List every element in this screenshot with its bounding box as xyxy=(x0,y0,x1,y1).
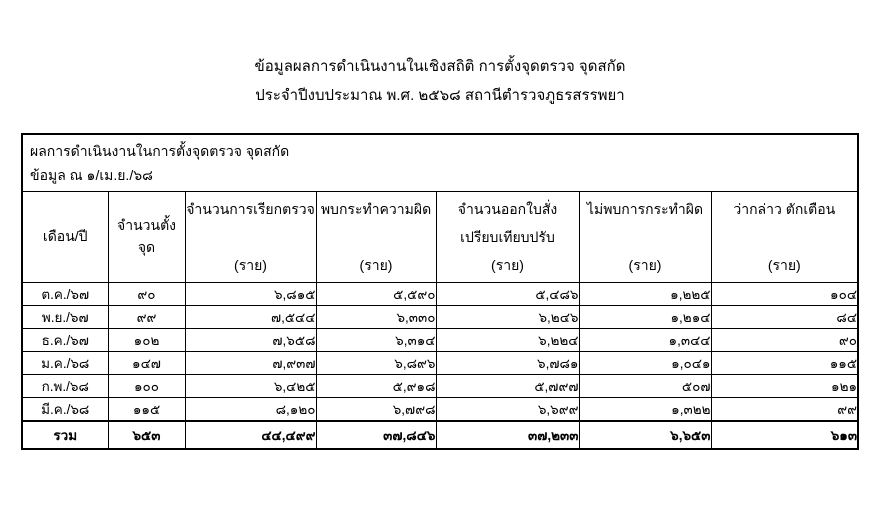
value-cell: ๘๔ xyxy=(710,304,859,329)
col-header-offense-found-label: พบกระทำความผิด xyxy=(320,200,432,217)
value-cell: ๖,๘๙๖ xyxy=(315,350,437,375)
value-cell: ๙๐ xyxy=(107,281,186,306)
col-header-inspections-label: จำนวนการเรียกตรวจ xyxy=(186,200,315,217)
value-cell: ๑,๐๔๑ xyxy=(578,350,712,375)
value-cell: ๖,๔๒๕ xyxy=(184,373,317,398)
value-cell: ๖,๓๑๔ xyxy=(315,327,437,352)
table-row: ม.ค./๖๘ ๑๔๗ ๗,๙๓๗ ๖,๘๙๖ ๖,๗๘๑ ๑,๐๔๑ ๑๑๕ xyxy=(21,350,859,375)
value-cell: ๑๑๕ xyxy=(710,350,859,375)
table-row: ต.ค./๖๗ ๙๐ ๖,๘๑๕ ๕,๕๙๐ ๕,๔๘๖ ๑,๒๒๕ ๑๐๔ xyxy=(21,281,859,306)
value-cell: ๗,๖๕๘ xyxy=(184,327,317,352)
value-cell: ๑,๓๔๔ xyxy=(578,327,712,352)
col-header-tickets-issued-label2: เปรียบเทียบปรับ xyxy=(460,228,555,245)
value-cell: ๑๒๑ xyxy=(710,373,859,398)
value-cell: ๙๙ xyxy=(107,304,186,329)
total-value-cell: ๓๗,๘๔๖ xyxy=(315,419,437,449)
value-cell: ๖,๓๓๐ xyxy=(315,304,437,329)
value-cell: ๑๐๔ xyxy=(710,281,859,306)
total-value-cell: ๔๔,๔๙๙ xyxy=(184,419,317,449)
col-header-checkpoints-label: จำนวนตั้งจุด xyxy=(117,216,176,255)
col-header-warnings-label: ว่ากล่าว ตักเตือน xyxy=(733,200,836,217)
value-cell: ๙๐ xyxy=(710,327,859,352)
value-cell: ๘,๑๒๐ xyxy=(184,396,317,421)
value-cell: ๕,๔๘๖ xyxy=(435,281,580,306)
value-cell: ๑๔๗ xyxy=(107,350,186,375)
col-header-offense-found: พบกระทำความผิด (ราย) xyxy=(315,190,437,283)
total-value-cell: ๖๑๓ xyxy=(710,419,859,449)
col-header-month-year-label: เดือน/ปี xyxy=(42,227,88,244)
month-cell: ธ.ค./๖๗ xyxy=(21,327,109,352)
document-title: ข้อมูลผลการดำเนินงานในเชิงสถิติ การตั้งจ… xyxy=(0,52,880,110)
table-header-row: เดือน/ปี จำนวนตั้งจุด จำนวนการเรียกตรวจ … xyxy=(21,190,859,283)
table-row: มี.ค./๖๘ ๑๑๕ ๘,๑๒๐ ๖,๗๙๘ ๖,๖๙๙ ๑,๓๒๒ ๙๙ xyxy=(21,396,859,421)
value-cell: ๕,๕๙๐ xyxy=(315,281,437,306)
value-cell: ๖,๗๙๘ xyxy=(315,396,437,421)
document-title-line1: ข้อมูลผลการดำเนินงานในเชิงสถิติ การตั้งจ… xyxy=(254,58,626,75)
value-cell: ๖,๗๘๑ xyxy=(435,350,580,375)
value-cell: ๑๐๒ xyxy=(107,327,186,352)
value-cell: ๖,๒๒๔ xyxy=(435,327,580,352)
col-header-tickets-issued: จำนวนออกใบสั่ง เปรียบเทียบปรับ (ราย) xyxy=(435,190,580,283)
col-header-warnings-unit: (ราย) xyxy=(767,256,801,273)
col-header-month-year: เดือน/ปี xyxy=(21,190,109,283)
value-cell: ๖,๘๑๕ xyxy=(184,281,317,306)
total-value-cell: ๓๗,๒๓๓ xyxy=(435,419,580,449)
checkpoint-statistics-table: ผลการดำเนินงานในการตั้งจุดตรวจ จุดสกัด ข… xyxy=(21,133,860,450)
table-row: ธ.ค./๖๗ ๑๐๒ ๗,๖๕๘ ๖,๓๑๔ ๖,๒๒๔ ๑,๓๔๔ ๙๐ xyxy=(21,327,859,352)
col-header-warnings: ว่ากล่าว ตักเตือน (ราย) xyxy=(710,190,859,283)
table-caption-row: ผลการดำเนินงานในการตั้งจุดตรวจ จุดสกัด ข… xyxy=(21,133,859,192)
table-row: ก.พ./๖๘ ๑๐๐ ๖,๔๒๕ ๕,๙๑๘ ๕,๗๙๗ ๕๐๗ ๑๒๑ xyxy=(21,373,859,398)
value-cell: ๑,๓๒๒ xyxy=(578,396,712,421)
month-cell: ก.พ./๖๘ xyxy=(21,373,109,398)
col-header-tickets-issued-unit: (ราย) xyxy=(491,256,524,273)
table-asof-date: ข้อมูล ณ ๑/เม.ย./๖๘ xyxy=(30,166,153,183)
col-header-no-offense: ไม่พบการกระทำผิด (ราย) xyxy=(578,190,712,283)
total-label-cell: รวม xyxy=(21,419,109,449)
col-header-checkpoints: จำนวนตั้งจุด xyxy=(107,190,186,283)
value-cell: ๖,๒๔๖ xyxy=(435,304,580,329)
total-value-cell: ๖๕๓ xyxy=(107,419,186,449)
month-cell: ม.ค./๖๘ xyxy=(21,350,109,375)
value-cell: ๑๐๐ xyxy=(107,373,186,398)
value-cell: ๑๑๕ xyxy=(107,396,186,421)
value-cell: ๖,๖๙๙ xyxy=(435,396,580,421)
month-cell: ต.ค./๖๗ xyxy=(21,281,109,306)
month-cell: พ.ย./๖๗ xyxy=(21,304,109,329)
value-cell: ๗,๕๔๔ xyxy=(184,304,317,329)
value-cell: ๙๙ xyxy=(710,396,859,421)
document-title-line2: ประจำปีงบประมาณ พ.ศ. ๒๕๖๘ สถานีตำรวจภูธร… xyxy=(255,87,625,104)
table-caption-cell: ผลการดำเนินงานในการตั้งจุดตรวจ จุดสกัด ข… xyxy=(21,133,859,192)
table-caption: ผลการดำเนินงานในการตั้งจุดตรวจ จุดสกัด xyxy=(30,142,290,159)
col-header-offense-found-unit: (ราย) xyxy=(359,256,393,273)
col-header-tickets-issued-label1: จำนวนออกใบสั่ง xyxy=(457,200,558,217)
total-value-cell: ๖,๖๕๓ xyxy=(578,419,712,449)
col-header-no-offense-label: ไม่พบการกระทำผิด xyxy=(586,200,704,217)
value-cell: ๑,๒๒๕ xyxy=(578,281,712,306)
total-row: รวม ๖๕๓ ๔๔,๔๙๙ ๓๗,๘๔๖ ๓๗,๒๓๓ ๖,๖๕๓ ๖๑๓ xyxy=(21,419,859,449)
value-cell: ๕,๙๑๘ xyxy=(315,373,437,398)
table-row: พ.ย./๖๗ ๙๙ ๗,๕๔๔ ๖,๓๓๐ ๖,๒๔๖ ๑,๒๑๔ ๘๔ xyxy=(21,304,859,329)
col-header-inspections-unit: (ราย) xyxy=(234,256,267,273)
month-cell: มี.ค./๖๘ xyxy=(21,396,109,421)
col-header-inspections: จำนวนการเรียกตรวจ (ราย) xyxy=(184,190,317,283)
col-header-no-offense-unit: (ราย) xyxy=(628,256,662,273)
value-cell: ๑,๒๑๔ xyxy=(578,304,712,329)
value-cell: ๕,๗๙๗ xyxy=(435,373,580,398)
value-cell: ๗,๙๓๗ xyxy=(184,350,317,375)
value-cell: ๕๐๗ xyxy=(578,373,712,398)
